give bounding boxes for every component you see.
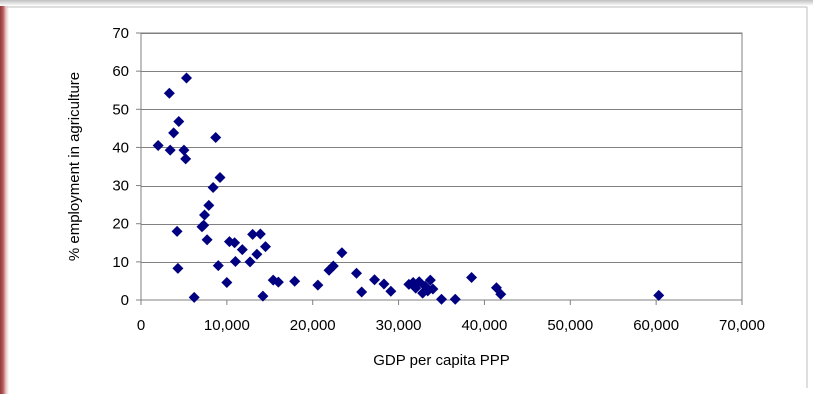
data-point xyxy=(210,132,222,144)
data-point xyxy=(436,293,447,305)
y-tick-label: 70 xyxy=(112,25,129,42)
data-point xyxy=(466,271,478,283)
data-point xyxy=(257,290,269,302)
x-tick-label: 20,000 xyxy=(290,317,336,334)
data-point xyxy=(164,144,176,156)
x-tick-label: 70,000 xyxy=(719,317,765,334)
data-point xyxy=(254,228,266,240)
data-point xyxy=(369,274,381,286)
slide-left-border xyxy=(0,0,9,394)
y-tick-label: 30 xyxy=(112,178,129,195)
data-point xyxy=(221,276,233,288)
data-point xyxy=(172,262,184,274)
x-tick-label: 50,000 xyxy=(547,317,593,334)
data-point xyxy=(272,276,284,288)
data-point xyxy=(356,286,368,298)
data-points xyxy=(152,72,665,305)
data-point xyxy=(385,285,397,297)
data-point xyxy=(449,293,461,305)
data-point xyxy=(247,228,259,240)
plot-area-border xyxy=(140,32,743,301)
y-tick-label: 40 xyxy=(112,139,129,156)
data-point xyxy=(181,72,193,84)
data-point xyxy=(251,248,263,260)
slide-top-border xyxy=(0,0,813,6)
gridlines xyxy=(141,33,742,263)
data-point xyxy=(289,275,301,287)
x-tick-label: 60,000 xyxy=(633,317,679,334)
x-axis-title: GDP per capita PPP xyxy=(373,352,509,369)
data-point xyxy=(163,87,175,99)
data-point xyxy=(178,144,190,156)
data-point xyxy=(495,288,507,300)
data-point xyxy=(336,247,348,259)
x-tick-label: 30,000 xyxy=(376,317,422,334)
data-point xyxy=(244,256,256,268)
data-point xyxy=(378,278,390,290)
y-axis-title: % employment in agriculture xyxy=(66,72,83,261)
data-point xyxy=(152,140,164,152)
x-tick-label: 40,000 xyxy=(461,317,507,334)
x-axis-ticks: 0 10,000 20,000 30,000 40,000 50,000 60,000 70,… xyxy=(137,300,765,334)
y-tick-label: 50 xyxy=(112,101,129,118)
y-tick-label: 10 xyxy=(112,254,129,271)
x-tick-label: 0 xyxy=(137,317,145,334)
y-tick-label: 60 xyxy=(112,63,129,80)
data-point xyxy=(171,225,183,237)
y-tick-label: 20 xyxy=(112,216,129,233)
y-tick-label: 0 xyxy=(121,292,129,309)
data-point xyxy=(259,241,271,253)
data-point xyxy=(207,181,219,193)
data-point xyxy=(168,127,180,139)
data-point xyxy=(188,291,200,303)
data-point xyxy=(214,172,226,184)
data-point xyxy=(199,209,211,221)
data-point xyxy=(327,260,339,272)
data-point xyxy=(180,153,192,165)
data-point xyxy=(198,219,210,231)
data-point xyxy=(229,255,241,267)
data-point xyxy=(236,244,248,256)
data-point xyxy=(229,237,241,249)
data-point xyxy=(203,199,215,211)
data-point xyxy=(312,279,324,291)
y-axis-ticks: 0 10 20 30 40 50 60 70 xyxy=(112,25,141,309)
data-point xyxy=(173,115,185,127)
data-point xyxy=(351,267,363,279)
data-point xyxy=(427,283,439,295)
data-point xyxy=(212,260,224,272)
x-tick-label: 10,000 xyxy=(204,317,250,334)
data-point xyxy=(653,289,665,301)
data-point xyxy=(424,274,436,286)
data-point xyxy=(201,234,213,246)
